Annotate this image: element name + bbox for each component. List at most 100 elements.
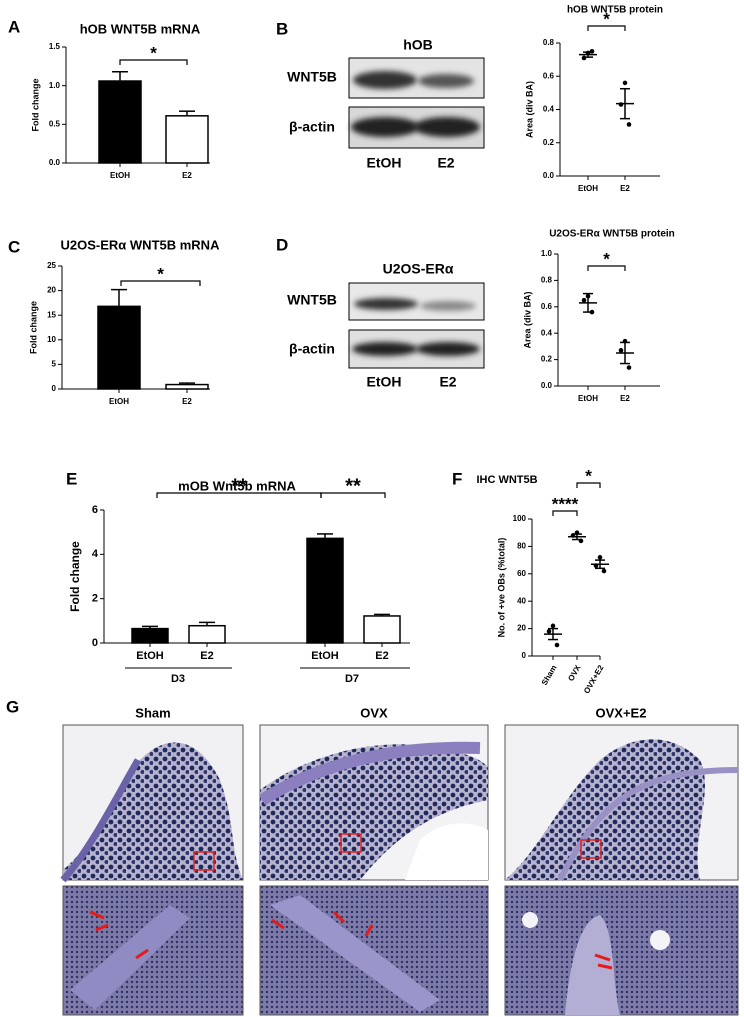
bar — [131, 627, 169, 644]
blot-row-label: β-actin — [289, 341, 335, 357]
y-tick-label: 60 — [517, 569, 526, 578]
data-point — [589, 309, 595, 315]
y-tick-label: 6 — [92, 504, 98, 516]
data-point — [585, 50, 591, 56]
y-tick-label: 4 — [92, 548, 99, 560]
x-tick-label: EtOH — [578, 394, 598, 403]
panel-label: C — [8, 237, 20, 256]
data-point — [626, 365, 632, 370]
y-tick-label: 15 — [47, 310, 56, 319]
y-axis-label: Area (div BA) — [524, 81, 534, 138]
significance-label: * — [603, 249, 610, 268]
significance-label: ** — [231, 475, 247, 497]
bar — [363, 615, 401, 644]
x-tick-label: EtOH — [109, 397, 129, 406]
x-tick-label: EtOH — [311, 650, 339, 662]
y-tick-label: 1.0 — [541, 249, 553, 258]
column-header: OVX — [360, 705, 388, 720]
data-point — [589, 49, 595, 54]
y-tick-label: 80 — [517, 542, 526, 551]
y-tick-label: 0.0 — [543, 171, 555, 180]
chart-title: U2OS-ERα WNT5B protein — [549, 229, 675, 240]
x-tick-label: EtOH — [578, 184, 598, 193]
blot-lane-label: EtOH — [367, 155, 402, 171]
x-tick-label: E2 — [620, 394, 630, 403]
chart-title: hOB WNT5B mRNA — [80, 21, 201, 36]
panel-label: D — [276, 235, 288, 254]
chart-title: IHC WNT5B — [476, 474, 537, 486]
significance-bracket — [587, 25, 626, 31]
bar — [97, 305, 141, 390]
x-tick-label: E2 — [182, 171, 192, 180]
blot-row-label: β-actin — [289, 119, 335, 135]
blot-lane-label: EtOH — [367, 374, 402, 390]
significance-label: * — [585, 466, 592, 485]
chart-title: mOB Wnt5b mRNA — [178, 478, 296, 493]
blot-row-label: WNT5B — [287, 292, 337, 308]
y-tick-label: 10 — [47, 335, 56, 344]
data-point — [578, 538, 584, 544]
y-tick-label: 1.5 — [49, 42, 61, 51]
panel-label: F — [452, 469, 462, 488]
column-header: Sham — [135, 705, 170, 720]
x-tick-label: EtOH — [110, 171, 130, 180]
y-tick-label: 20 — [517, 624, 526, 633]
panel-label: G — [6, 697, 19, 716]
significance-bracket — [587, 265, 626, 271]
y-tick-label: 0.6 — [541, 302, 553, 311]
blot — [348, 282, 485, 369]
column-header: OVX+E2 — [596, 705, 647, 720]
y-tick-label: 0.6 — [543, 71, 555, 80]
bar — [165, 115, 209, 164]
significance-bracket — [320, 492, 386, 498]
significance-bracket — [120, 280, 201, 286]
blot-title: hOB — [403, 37, 433, 53]
y-tick-label: 0.5 — [49, 119, 61, 128]
blot — [348, 57, 485, 149]
data-point — [601, 568, 607, 574]
blot-row-label: WNT5B — [287, 69, 337, 85]
chart-title: hOB WNT5B protein — [567, 5, 663, 16]
x-tick-label: E2 — [620, 184, 630, 193]
y-tick-label: 0.0 — [49, 158, 61, 167]
significance-bracket — [119, 59, 188, 65]
data-point — [570, 533, 576, 538]
data-point — [574, 530, 580, 535]
x-tick-label: OVX+E2 — [582, 663, 606, 695]
group-label: D7 — [345, 673, 359, 685]
significance-label: * — [157, 264, 164, 283]
data-point — [581, 55, 587, 61]
data-point — [554, 642, 560, 648]
bar — [98, 80, 142, 164]
y-tick-label: 25 — [47, 261, 56, 270]
data-point — [618, 102, 624, 107]
significance-label: **** — [552, 494, 579, 513]
panel-label: B — [276, 19, 288, 38]
y-tick-label: 0 — [92, 637, 98, 649]
y-tick-label: 0.2 — [541, 355, 553, 364]
bar — [188, 624, 226, 644]
x-tick-label: E2 — [182, 397, 192, 406]
x-tick-label: Sham — [540, 664, 559, 687]
chart-title: U2OS-ERα WNT5B mRNA — [61, 237, 221, 252]
data-point — [585, 293, 591, 299]
y-axis-label: No. of +ve OBs (%total) — [496, 538, 506, 638]
y-tick-label: 5 — [52, 360, 57, 369]
data-point — [593, 563, 599, 568]
y-tick-label: 20 — [47, 286, 56, 295]
data-point — [546, 629, 552, 634]
blot-lane-label: E2 — [437, 155, 454, 171]
y-tick-label: 0.2 — [543, 138, 555, 147]
blot-title: U2OS-ERα — [383, 261, 454, 277]
x-tick-label: OVX — [566, 663, 583, 683]
micrograph-low — [60, 724, 739, 883]
data-point — [622, 338, 628, 344]
micrograph-high — [62, 885, 739, 1016]
y-tick-label: 2 — [92, 593, 98, 605]
data-point — [550, 623, 556, 629]
bar — [306, 537, 344, 644]
y-tick-label: 0 — [52, 384, 57, 393]
y-tick-label: 0.4 — [543, 105, 555, 114]
y-axis-label: Fold change — [28, 301, 38, 354]
